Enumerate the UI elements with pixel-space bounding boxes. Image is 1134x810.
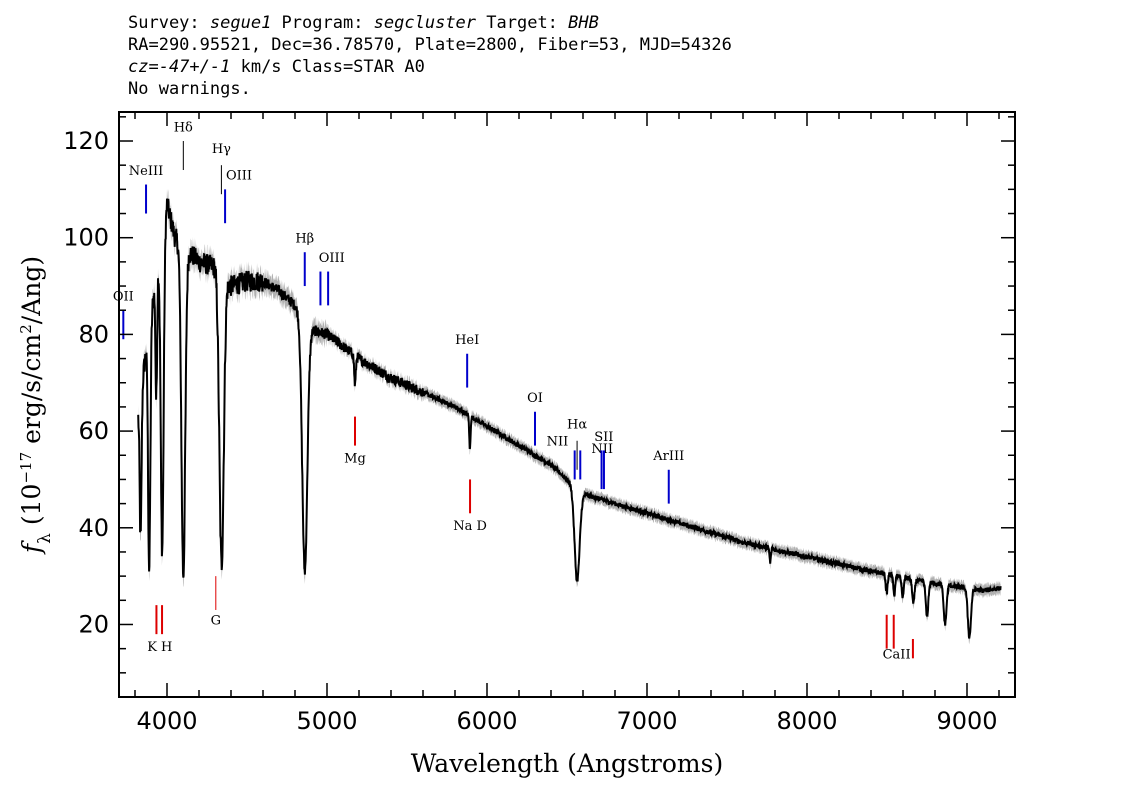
- y-tick-label: 20: [78, 610, 109, 638]
- emission-label-hβ: Hβ: [295, 232, 314, 247]
- ylabel-f: f: [17, 540, 46, 555]
- emission-label-hei: HeI: [455, 333, 479, 348]
- header-line-3: cz=-47+/-1 km/s Class=STAR A0: [128, 57, 425, 77]
- error-band: [138, 188, 1001, 645]
- spectrum-header: Survey: segue1 Program: segcluster Targe…: [128, 12, 732, 100]
- emission-label-nii: NII: [591, 442, 613, 457]
- plot-frame: [118, 111, 1016, 698]
- emission-label-hδ: Hδ: [174, 120, 193, 135]
- y-tick-label: 40: [78, 514, 109, 542]
- redshift-value: cz=-47+/-1: [128, 57, 231, 77]
- target-value: BHB: [568, 13, 599, 33]
- ylabel-exponent: 2: [17, 324, 35, 334]
- x-tick-label: 8000: [776, 707, 837, 735]
- ylabel-part: (10: [17, 484, 46, 534]
- error-band-area: [138, 188, 1001, 645]
- absorption-label-caii: CaII: [883, 647, 911, 662]
- absorption-label-kh: K H: [147, 640, 172, 655]
- x-tick-label: 6000: [456, 707, 517, 735]
- emission-label-oi: OI: [527, 391, 543, 406]
- absorption-label-na-d: Na D: [453, 519, 487, 534]
- y-tick-label: 60: [78, 417, 109, 445]
- survey-value: segue1: [209, 13, 272, 33]
- emission-label-ariii: ArIII: [652, 449, 684, 464]
- y-tick-label: 100: [63, 224, 109, 252]
- emission-label-oiii: OIII: [226, 169, 252, 184]
- ylabel-part: erg/s/cm: [17, 334, 46, 452]
- header-line-4: No warnings.: [128, 79, 251, 99]
- header-line-2: RA=290.95521, Dec=36.78570, Plate=2800, …: [128, 35, 732, 55]
- y-tick-label: 120: [63, 127, 109, 155]
- header-line-1: Survey: segue1 Program: segcluster Targe…: [128, 13, 599, 33]
- emission-label-neiii: NeIII: [129, 164, 163, 179]
- spectrum-series: [137, 198, 1002, 639]
- y-tick-label: 80: [78, 320, 109, 348]
- emission-label-hγ: Hγ: [212, 142, 231, 157]
- x-axis-label: Wavelength (Angstroms): [411, 749, 723, 778]
- absorption-label-mg: Mg: [344, 452, 366, 467]
- x-tick-label: 5000: [296, 707, 357, 735]
- ylabel-part: /Ang): [17, 256, 46, 324]
- ylabel-exponent: −17: [17, 452, 35, 484]
- emission-label-oiii: OIII: [319, 251, 345, 266]
- x-tick-label: 4000: [136, 707, 197, 735]
- ylabel-lambda: λ: [35, 533, 55, 544]
- x-tick-label: 7000: [616, 707, 677, 735]
- spectrum-line: [137, 198, 1002, 639]
- program-value: segcluster: [373, 13, 477, 33]
- emission-label-nii: NII: [547, 435, 569, 450]
- emission-label-sii: SII: [594, 430, 613, 445]
- y-axis-label: fλ (10−17 erg/s/cm2/Ang): [17, 256, 55, 555]
- plot-axes: 4000 5000 6000 7000 8000 9000 20 40 60 80 100 120: [63, 111, 1016, 735]
- x-tick-label: 9000: [936, 707, 997, 735]
- emission-label-hα: Hα: [567, 418, 587, 433]
- emission-label-oii: OII: [113, 290, 134, 305]
- line-markers: OIINeIIIHδHγOIIIHβOIIIHeIOINIIHαNIISIIAr…: [113, 120, 914, 662]
- absorption-label-g: G: [211, 613, 221, 628]
